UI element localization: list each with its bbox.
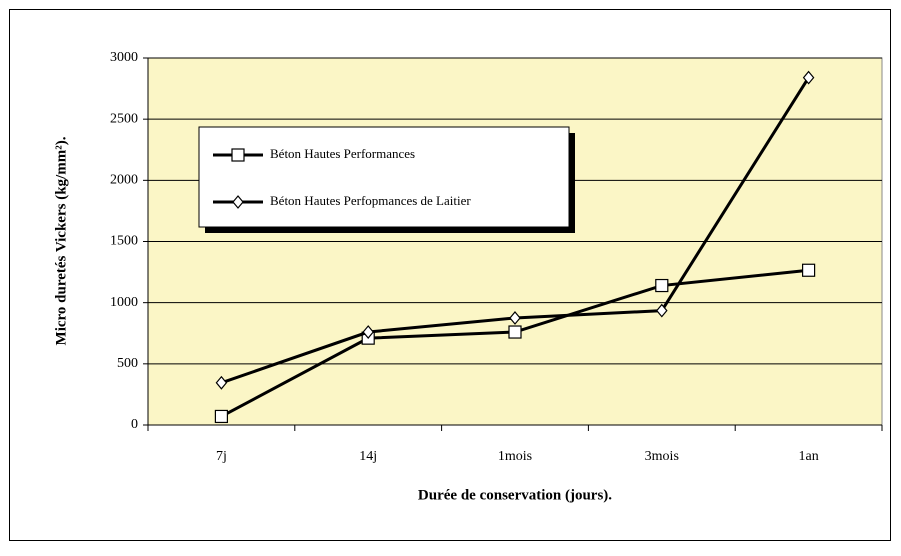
- point: [801, 263, 816, 277]
- x-tick-label: 3mois: [645, 449, 679, 464]
- point: [802, 70, 815, 85]
- y-tick-label: 2500: [110, 111, 138, 126]
- y-tick-label: 500: [117, 356, 138, 371]
- legend-label: Béton Hautes Performances: [270, 146, 415, 161]
- legend-marker: [232, 195, 244, 209]
- y-tick-label: 3000: [110, 50, 138, 65]
- y-axis-label: Micro duretés Vickers (kg/mm²).: [53, 136, 69, 345]
- y-tick-label: 1000: [110, 295, 138, 310]
- y-tick-label: 1500: [110, 234, 138, 249]
- point: [214, 409, 228, 424]
- x-tick-label: 7j: [216, 449, 227, 464]
- x-tick-label: 1mois: [498, 449, 532, 464]
- point: [656, 303, 668, 318]
- point: [509, 311, 521, 325]
- point: [508, 325, 522, 339]
- x-tick-label: 1an: [798, 449, 818, 464]
- y-tick-label: 0: [131, 417, 138, 432]
- legend-marker: [231, 148, 245, 162]
- point: [215, 375, 228, 390]
- legend-label: Béton Hautes Perfopmances de Laitier: [270, 193, 471, 208]
- point: [362, 325, 374, 339]
- point: [655, 278, 669, 293]
- x-tick-label: 14j: [359, 449, 377, 464]
- legend: [198, 126, 570, 228]
- y-tick-label: 2000: [110, 173, 138, 188]
- x-axis-label: Durée de conservation (jours).: [418, 487, 612, 503]
